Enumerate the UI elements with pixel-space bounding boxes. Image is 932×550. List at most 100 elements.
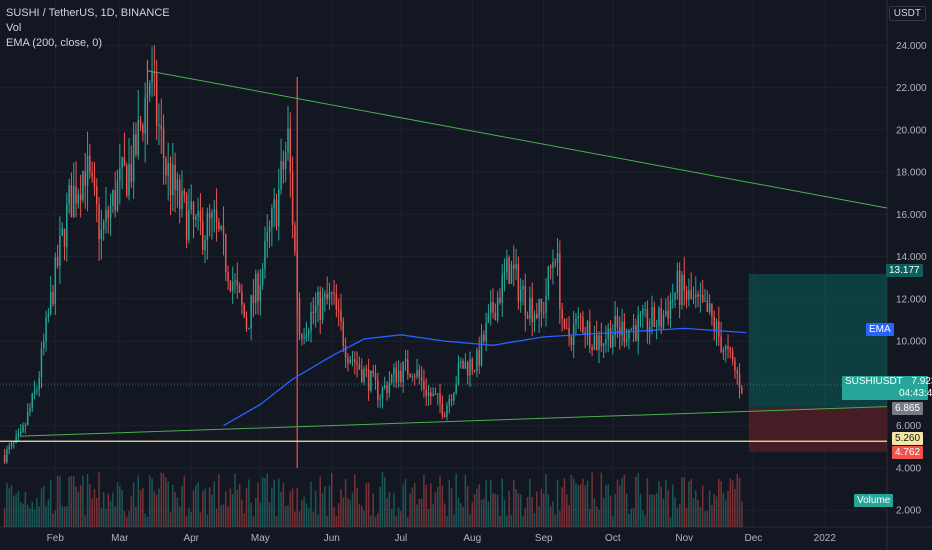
candle-body	[284, 152, 287, 169]
volume-bar	[413, 483, 416, 527]
volume-bar	[427, 508, 430, 527]
volume-bar	[386, 498, 388, 527]
candle-body	[372, 371, 374, 374]
candle-body	[379, 398, 381, 400]
y-tick-label: 6.000	[896, 421, 921, 432]
ema-price-tag: EMA	[866, 323, 894, 336]
volume-bar	[284, 505, 287, 527]
volume-bar	[45, 505, 47, 527]
candle-body	[38, 377, 40, 390]
ema-indicator-label[interactable]: EMA (200, close, 0)	[6, 37, 102, 49]
candle-body	[151, 72, 153, 83]
candle-body	[328, 292, 331, 300]
candle-body	[360, 369, 363, 382]
volume-bar	[337, 503, 340, 527]
candle-body	[738, 373, 741, 388]
volume-bar	[644, 515, 646, 527]
x-tick-label: Oct	[605, 533, 621, 544]
symbol-title[interactable]: SUSHI / TetherUS, 1D, BINANCE	[6, 7, 170, 19]
volume-bar	[29, 508, 31, 527]
candle-body	[84, 171, 86, 186]
candle-body	[206, 213, 209, 240]
candle-body	[526, 315, 529, 319]
x-tick-label: 2022	[814, 533, 837, 544]
volume-indicator-label[interactable]: Vol	[6, 22, 22, 34]
volume-bar	[492, 492, 494, 527]
volume-bar	[206, 514, 209, 527]
volume-bar	[116, 482, 119, 527]
volume-bar	[317, 515, 319, 527]
volume-bar	[236, 489, 239, 527]
candle-body	[211, 211, 213, 219]
volume-bar	[220, 505, 222, 527]
candle-body	[510, 264, 513, 284]
volume-bar	[93, 489, 96, 527]
volume-bar	[439, 475, 441, 527]
candle-body	[612, 335, 614, 348]
candle-body	[139, 119, 142, 125]
candle-body	[259, 285, 262, 302]
volume-bar	[328, 485, 331, 527]
volume-bar	[243, 513, 245, 527]
candle-body	[59, 235, 61, 266]
candle-body	[662, 315, 665, 328]
stop-price-tag: 4.762	[892, 446, 924, 459]
candle-body	[280, 160, 282, 190]
candle-body	[342, 321, 345, 346]
volume-bar	[390, 508, 393, 527]
candle-body	[423, 380, 425, 390]
volume-bar	[621, 478, 623, 527]
volume-bar	[15, 493, 17, 527]
volume-bar	[119, 486, 121, 527]
volume-bar	[273, 479, 275, 527]
support-price-tag: 5.260	[892, 432, 924, 445]
volume-bar	[245, 488, 248, 527]
candle-body	[455, 383, 457, 394]
volume-bar	[658, 480, 660, 527]
candle-body	[388, 382, 391, 393]
candle-body	[704, 300, 706, 302]
volume-bar	[195, 484, 197, 527]
volume-bar	[169, 512, 172, 527]
volume-bar	[307, 508, 310, 527]
candle-body	[77, 194, 80, 204]
volume-bar	[430, 483, 432, 527]
candle-body	[335, 294, 338, 310]
candle-body	[266, 232, 269, 242]
candle-body	[595, 335, 598, 350]
volume-bar	[450, 488, 453, 527]
y-tick-label: 18.000	[896, 168, 927, 179]
currency-button[interactable]: USDT	[888, 6, 926, 21]
volume-bar	[678, 504, 681, 527]
volume-bar	[310, 481, 312, 527]
candle-body	[68, 185, 70, 205]
candle-body	[545, 295, 547, 313]
volume-bar	[436, 486, 439, 527]
candle-body	[540, 299, 543, 313]
candle-body	[100, 229, 103, 240]
volume-bar	[630, 508, 633, 527]
volume-bar	[79, 484, 82, 527]
volume-bar	[618, 485, 621, 527]
volume-bar	[400, 511, 402, 527]
candle-body	[102, 222, 105, 230]
volume-bar	[40, 488, 43, 527]
volume-bar	[531, 497, 533, 527]
volume-bar	[411, 487, 414, 527]
volume-bar	[538, 506, 540, 527]
candle-body	[236, 280, 239, 286]
volume-bar	[731, 480, 734, 527]
volume-bar	[522, 516, 524, 527]
candle-body	[471, 359, 474, 371]
candle-body	[607, 328, 609, 339]
candle-body	[195, 216, 197, 220]
volume-bar	[112, 492, 114, 527]
volume-bar	[252, 516, 255, 527]
candle-body	[665, 310, 667, 316]
y-tick-label: 14.000	[896, 252, 927, 263]
volume-bar	[360, 506, 363, 527]
countdown-value: 04:43:48	[899, 388, 932, 399]
candle-body	[98, 204, 100, 240]
volume-bar	[639, 493, 642, 527]
